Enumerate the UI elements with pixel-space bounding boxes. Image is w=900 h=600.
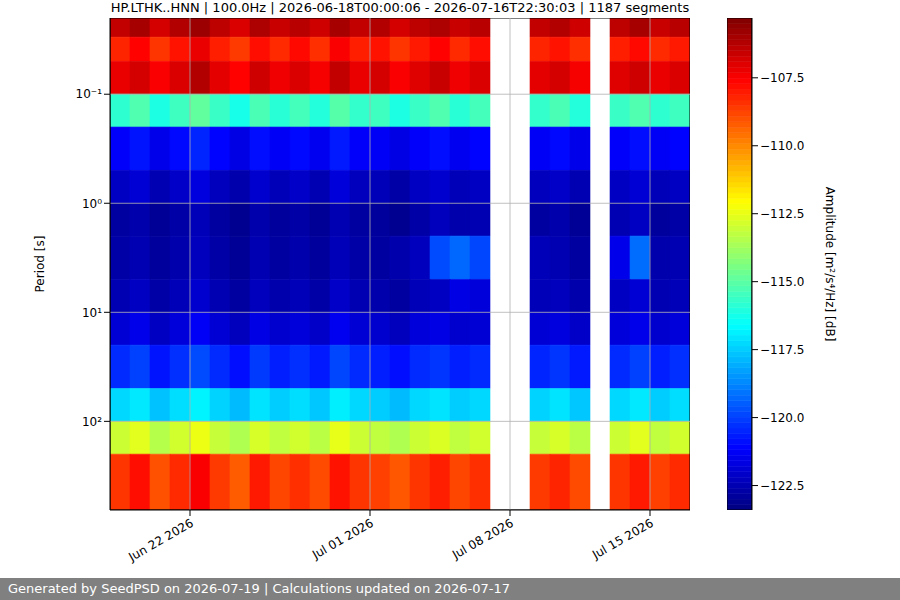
svg-text:−117.5: −117.5 bbox=[760, 343, 804, 357]
svg-text:10⁻¹: 10⁻¹ bbox=[76, 87, 103, 101]
svg-text:−112.5: −112.5 bbox=[760, 207, 804, 221]
svg-text:Jul 01 2026: Jul 01 2026 bbox=[309, 516, 376, 563]
svg-text:Amplitude [m²/s⁴/Hz] [dB]: Amplitude [m²/s⁴/Hz] [dB] bbox=[823, 187, 837, 342]
svg-text:−110.0: −110.0 bbox=[760, 139, 804, 153]
svg-text:Period [s]: Period [s] bbox=[33, 236, 47, 293]
svg-text:Jul 15 2026: Jul 15 2026 bbox=[589, 516, 656, 563]
svg-text:Jun 22 2026: Jun 22 2026 bbox=[125, 516, 195, 565]
html-text:Generated by SeedPSD on 2026-0: Generated by SeedPSD on 2026-07-19 | Cal… bbox=[8, 581, 510, 596]
svg-text:−115.0: −115.0 bbox=[760, 275, 804, 289]
svg-text:10⁰: 10⁰ bbox=[82, 197, 102, 211]
html-text:HP.LTHK..HNN | 100.0Hz | 2026-: HP.LTHK..HNN | 100.0Hz | 2026-06-18T00:0… bbox=[110, 0, 690, 15]
svg-text:−107.5: −107.5 bbox=[760, 71, 804, 85]
svg-text:10²: 10² bbox=[82, 415, 102, 429]
svg-text:Jul 08 2026: Jul 08 2026 bbox=[449, 516, 516, 563]
svg-text:−120.0: −120.0 bbox=[760, 411, 804, 425]
svg-text:10¹: 10¹ bbox=[82, 306, 102, 320]
svg-text:−122.5: −122.5 bbox=[760, 479, 804, 493]
